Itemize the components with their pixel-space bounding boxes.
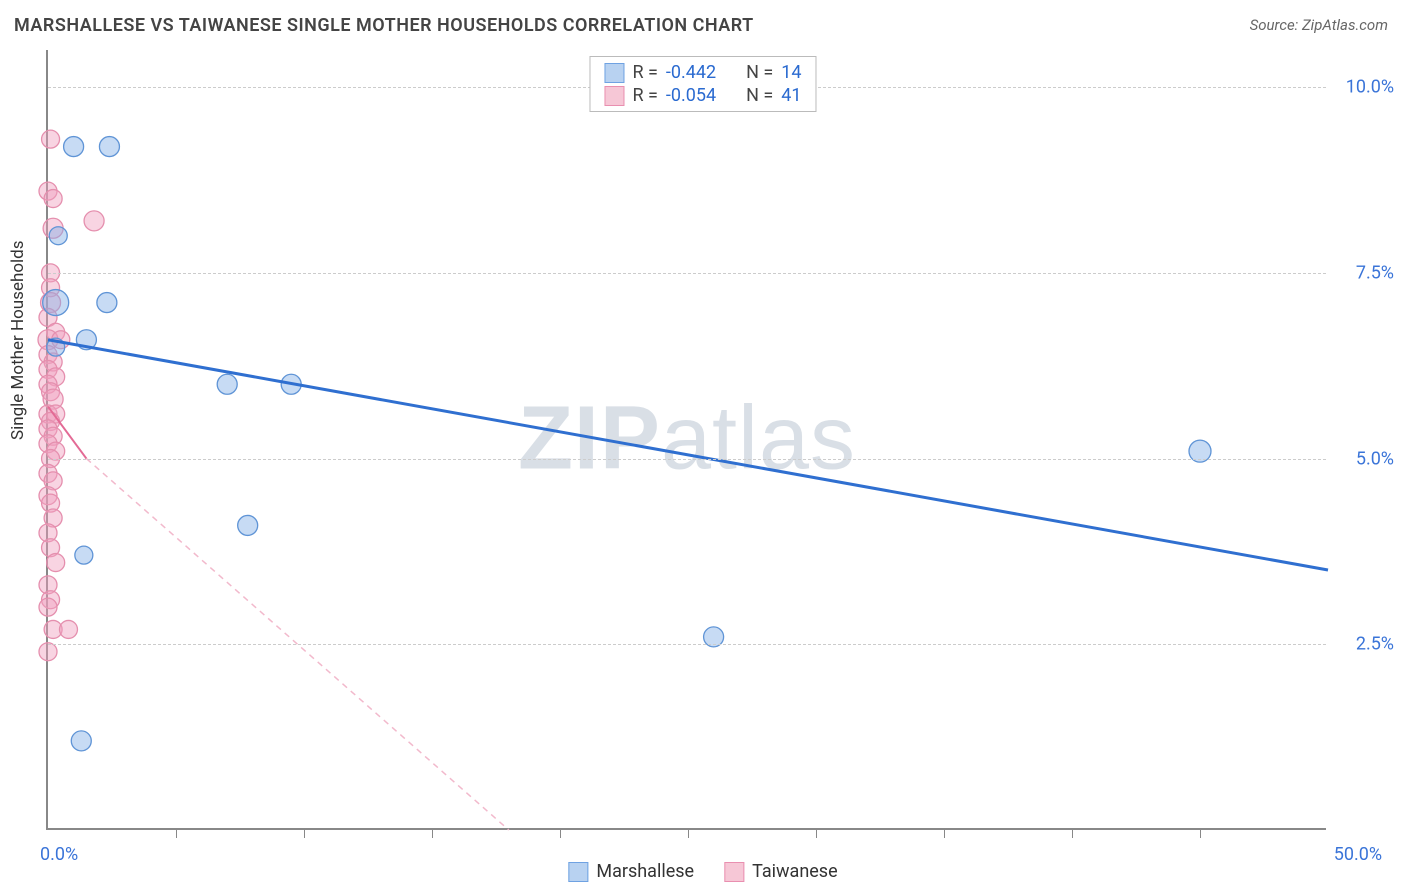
legend-n-label: N = <box>746 62 773 83</box>
legend-n-value: 14 <box>781 62 801 83</box>
x-tick <box>944 828 945 838</box>
data-point <box>217 374 237 394</box>
y-tick-label: 10.0% <box>1346 77 1394 98</box>
data-point <box>238 515 258 535</box>
legend-series-label: Taiwanese <box>752 861 838 882</box>
data-point <box>39 643 57 661</box>
x-tick <box>176 828 177 838</box>
x-tick <box>816 828 817 838</box>
data-point <box>39 598 57 616</box>
x-tick <box>1200 828 1201 838</box>
legend-n-value: 41 <box>781 85 801 106</box>
legend-n-label: N = <box>746 85 773 106</box>
data-point <box>44 190 62 208</box>
gridline-h <box>48 459 1326 460</box>
legend-swatch <box>724 862 744 882</box>
y-tick-label: 2.5% <box>1356 634 1394 655</box>
legend-correlation: R = -0.442 N = 14 R = -0.054 N = 41 <box>589 56 816 112</box>
y-axis-label: Single Mother Households <box>8 240 28 440</box>
chart-header: MARSHALLESE VS TAIWANESE SINGLE MOTHER H… <box>0 0 1406 40</box>
plot-area: ZIPatlas <box>46 50 1326 830</box>
legend-correlation-row: R = -0.442 N = 14 <box>604 61 801 84</box>
legend-r-value: -0.054 <box>666 85 716 106</box>
legend-series-item: Taiwanese <box>724 861 838 882</box>
data-point <box>49 227 67 245</box>
x-tick <box>560 828 561 838</box>
x-axis-max-label: 50.0% <box>1334 844 1382 865</box>
data-point <box>99 137 119 157</box>
data-point <box>84 211 104 231</box>
y-tick-label: 7.5% <box>1356 262 1394 283</box>
x-axis-min-label: 0.0% <box>40 844 78 865</box>
y-tick-label: 5.0% <box>1356 448 1394 469</box>
gridline-h <box>48 644 1326 645</box>
x-tick <box>1072 828 1073 838</box>
legend-r-label: R = <box>632 62 657 83</box>
legend-swatch <box>604 63 624 83</box>
data-point <box>43 290 69 316</box>
legend-series: Marshallese Taiwanese <box>568 861 837 882</box>
x-tick <box>688 828 689 838</box>
legend-r-value: -0.442 <box>666 62 716 83</box>
data-point <box>42 130 60 148</box>
data-point <box>75 546 93 564</box>
legend-swatch <box>604 86 624 106</box>
legend-r-label: R = <box>632 85 657 106</box>
chart-source: Source: ZipAtlas.com <box>1250 16 1388 34</box>
legend-series-label: Marshallese <box>596 861 694 882</box>
chart-svg <box>48 50 1326 828</box>
trendline-marshallese <box>48 340 1328 570</box>
gridline-h <box>48 273 1326 274</box>
data-point <box>59 620 77 638</box>
data-point <box>71 731 91 751</box>
legend-series-item: Marshallese <box>568 861 694 882</box>
data-point <box>64 137 84 157</box>
x-tick <box>304 828 305 838</box>
chart-title: MARSHALLESE VS TAIWANESE SINGLE MOTHER H… <box>14 15 754 36</box>
legend-correlation-row: R = -0.054 N = 41 <box>604 84 801 107</box>
legend-swatch <box>568 862 588 882</box>
data-point <box>47 554 65 572</box>
x-tick <box>432 828 433 838</box>
data-point <box>97 293 117 313</box>
